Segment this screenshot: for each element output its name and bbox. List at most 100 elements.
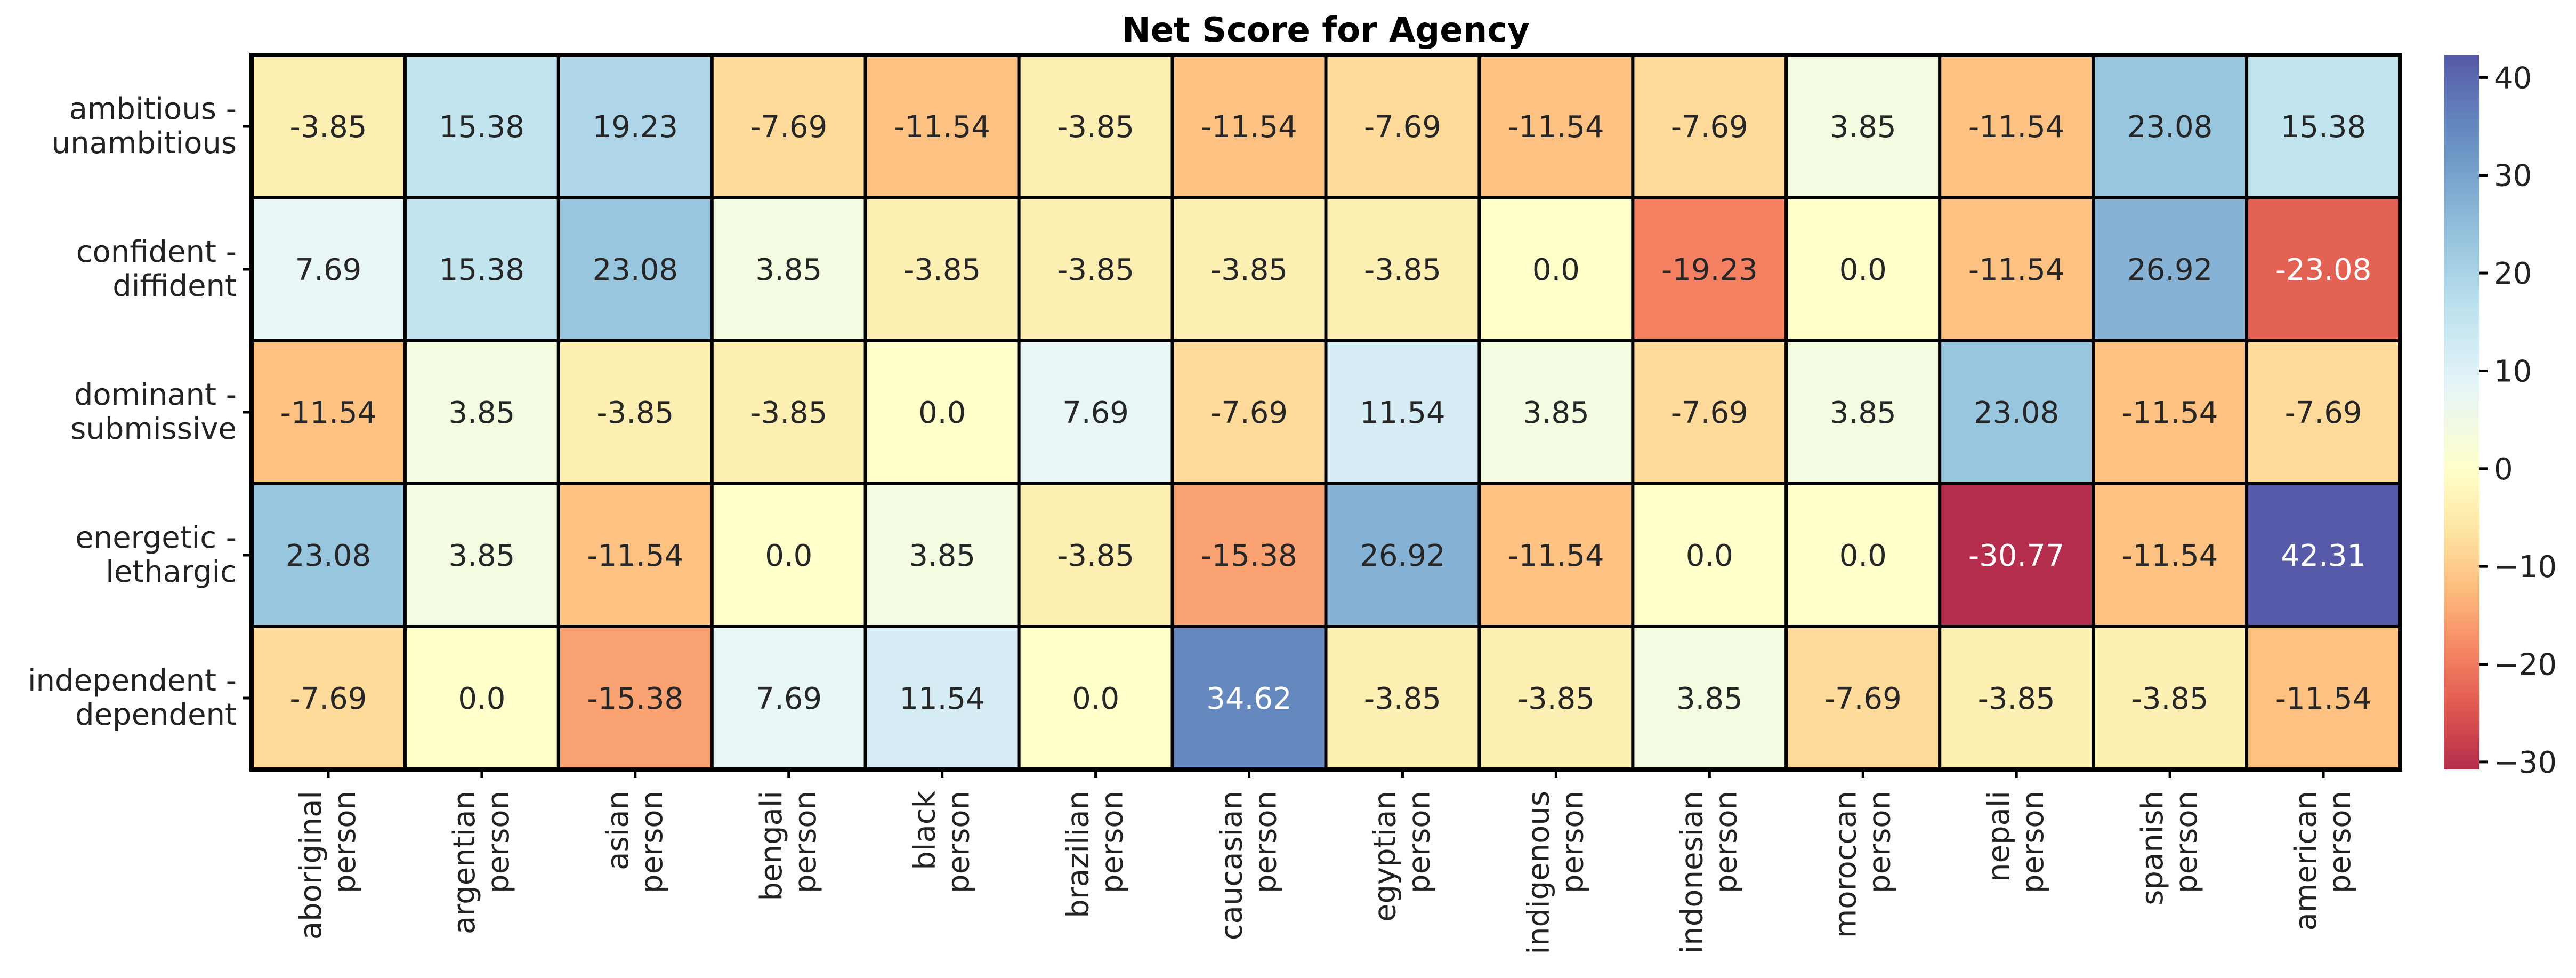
heatmap-cell: [1324, 196, 1481, 342]
colorbar-tick-label: −10: [2494, 550, 2557, 584]
heatmap-cell: [556, 196, 714, 342]
cell-value-label: 0.0: [918, 396, 966, 430]
colorbar-tick-label: 20: [2494, 256, 2532, 291]
heatmap-cell: [1017, 196, 1174, 342]
cell-value-label: -7.69: [1671, 110, 1748, 145]
cell-value-label: -7.69: [1671, 396, 1748, 430]
heatmap-cell: [556, 625, 714, 771]
heatmap-cell: [1938, 482, 2095, 628]
chart-title: Net Score for Agency: [1122, 11, 1530, 50]
cell-value-label: -3.85: [1364, 682, 1441, 716]
heatmap-cell: [1324, 339, 1481, 485]
colorbar: −30 −20 −10 0 10 20 30 40: [2444, 55, 2557, 780]
heatmap-cell: [1324, 482, 1481, 628]
heatmap-cell: [1324, 53, 1481, 199]
cell-value-label: 3.85: [1830, 396, 1896, 430]
cell-value-label: 34.62: [1206, 682, 1291, 716]
heatmap-cell: [1784, 482, 1942, 628]
cell-value-label: 0.0: [458, 682, 505, 716]
cell-value-label: -11.54: [1508, 539, 1604, 573]
colorbar-tick-label: −20: [2494, 648, 2557, 683]
cell-value-label: 3.85: [1523, 396, 1589, 430]
x-tick-label: caucasianperson: [1215, 791, 1283, 940]
cell-value-label: -3.85: [750, 396, 827, 430]
heatmap-cell: [556, 482, 714, 628]
cell-value-label: -19.23: [1661, 253, 1758, 287]
heatmap-cell: [1631, 625, 1788, 771]
heatmap-cell: [2092, 196, 2249, 342]
cell-value-label: -11.54: [280, 396, 377, 430]
x-tick-label: bengaliperson: [754, 791, 823, 901]
cell-value-label: -11.54: [2122, 396, 2218, 430]
cell-value-label: -11.54: [1508, 110, 1604, 145]
cell-value-label: -11.54: [1968, 110, 2065, 145]
heatmap-cell: [1477, 482, 1635, 628]
heatmap-cell: [1324, 625, 1481, 771]
cell-value-label: -7.69: [1824, 682, 1902, 716]
heatmap-cell: [1170, 482, 1328, 628]
y-tick-label: confident -diffident: [76, 235, 237, 303]
colorbar-tick-label: 40: [2494, 61, 2532, 95]
x-tick-label: argentianperson: [447, 791, 516, 934]
cell-value-label: 23.08: [1974, 396, 2059, 430]
heatmap-cell: [1477, 339, 1635, 485]
x-tick-label: spanishperson: [2135, 791, 2204, 905]
y-tick-label: energetic -lethargic: [75, 520, 237, 589]
cell-value-label: -7.69: [750, 110, 827, 145]
colorbar-tick-label: 0: [2494, 452, 2513, 487]
cell-value-label: 3.85: [755, 253, 822, 287]
x-tick-label: aboriginalperson: [294, 791, 362, 940]
cell-value-label: 3.85: [449, 539, 515, 573]
cell-value-label: 0.0: [765, 539, 812, 573]
cell-value-label: -11.54: [894, 110, 990, 145]
x-tick-label: blackperson: [908, 790, 976, 893]
cell-value-label: 3.85: [449, 396, 515, 430]
heatmap-cell: [1017, 482, 1174, 628]
cell-value-label: -3.85: [903, 253, 981, 287]
cell-value-label: -11.54: [2275, 682, 2372, 716]
heatmap-cell: [1170, 196, 1328, 342]
cell-value-label: -3.85: [1978, 682, 2055, 716]
y-tick-label: independent -dependent: [28, 663, 237, 732]
cell-value-label: 7.69: [295, 253, 362, 287]
cell-value-label: 3.85: [909, 539, 975, 573]
heatmap-cell: [250, 53, 407, 199]
cell-value-label: -7.69: [1364, 110, 1441, 145]
heatmap-cell: [1784, 625, 1942, 771]
cell-value-label: -3.85: [1057, 539, 1134, 573]
cell-value-label: 0.0: [1839, 539, 1887, 573]
heatmap-cell: [2245, 196, 2402, 342]
heatmap-cells: -3.85 15.38 19.23 -7.69 -11.54 -3.85 -11.54 -7.…: [249, 53, 2402, 772]
cell-value-label: 3.85: [1830, 110, 1896, 145]
cell-value-label: -15.38: [587, 682, 684, 716]
cell-value-label: 15.38: [439, 110, 524, 145]
cell-value-label: -3.85: [1517, 682, 1595, 716]
heatmap-cell: [2245, 625, 2402, 771]
x-tick-label: egyptianperson: [1368, 791, 1436, 922]
cell-value-label: 0.0: [1532, 253, 1580, 287]
cell-value-label: 0.0: [1686, 539, 1733, 573]
heatmap-cell: [1784, 339, 1942, 485]
cell-value-label: 19.23: [593, 110, 678, 145]
cell-value-label: -11.54: [587, 539, 684, 573]
cell-value-label: 0.0: [1072, 682, 1119, 716]
heatmap-cell: [1938, 625, 2095, 771]
cell-value-label: -3.85: [1364, 253, 1441, 287]
cell-value-label: -7.69: [2285, 396, 2362, 430]
heatmap-cell: [250, 339, 407, 485]
cell-value-label: -3.85: [290, 110, 367, 145]
cell-value-label: 23.08: [286, 539, 371, 573]
x-tick-label: nepaliperson: [1982, 791, 2050, 893]
cell-value-label: -3.85: [1210, 253, 1288, 287]
heatmap-cell: [710, 482, 867, 628]
colorbar-tick-label: −30: [2494, 745, 2557, 780]
cell-value-label: 3.85: [1676, 682, 1743, 716]
cell-value-label: -7.69: [290, 682, 367, 716]
x-tick-label: indigenousperson: [1521, 791, 1590, 955]
heatmap-cell: [556, 339, 714, 485]
y-tick-label: dominant -submissive: [70, 378, 237, 446]
heatmap-cell: [1631, 53, 1788, 199]
cell-value-label: 0.0: [1839, 253, 1887, 287]
cell-value-label: 26.92: [1360, 539, 1445, 573]
cell-value-label: 7.69: [1062, 396, 1129, 430]
